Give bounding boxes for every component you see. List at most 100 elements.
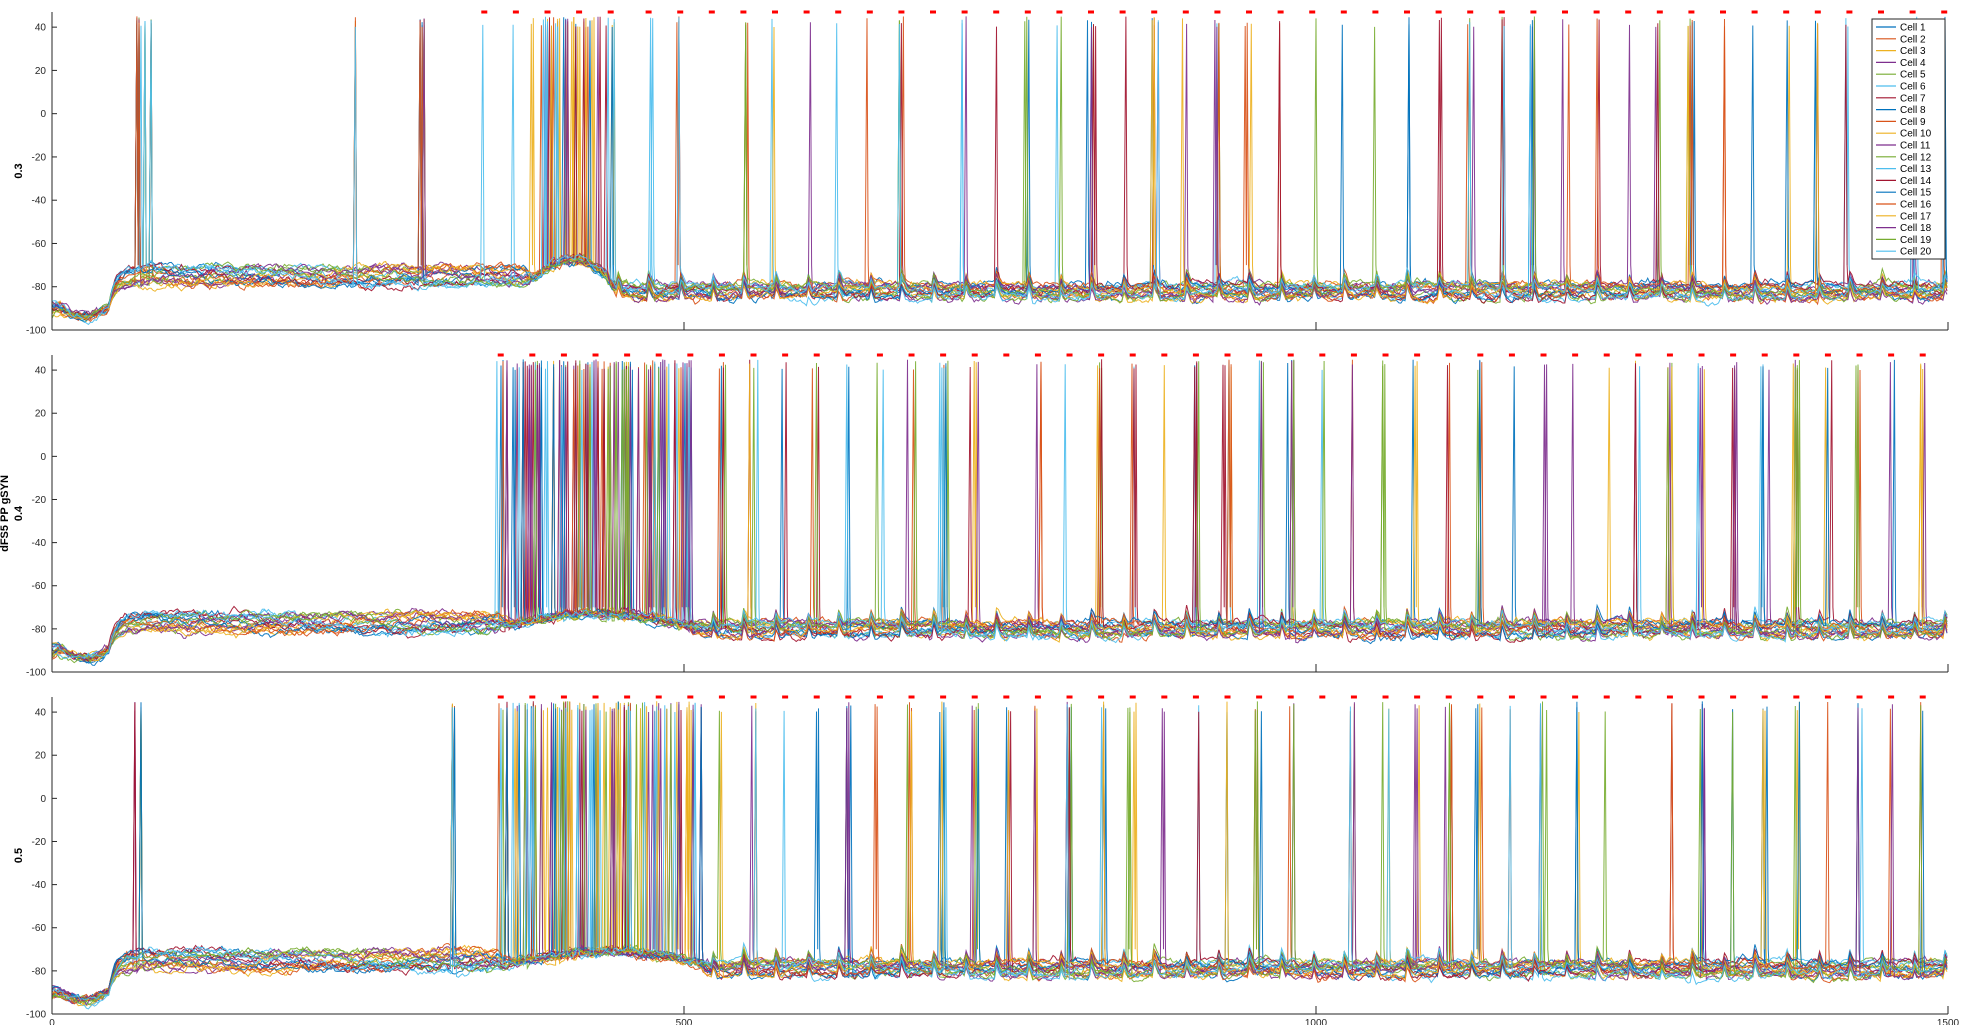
trace-cell-13	[51, 702, 1948, 1006]
trace-cell-14	[51, 359, 1948, 662]
traces	[51, 701, 1948, 1010]
y-tick: -40	[32, 196, 57, 207]
axes: -100 -80 -60 -40 -20 0 20 40 0 500 1000 1500	[26, 697, 1960, 1025]
y-tick: -100	[26, 1010, 57, 1021]
y-tick-label: -100	[26, 1010, 46, 1021]
y-tick-label: 20	[35, 409, 47, 420]
y-tick-label: 20	[35, 751, 47, 762]
y-tick-label: -20	[32, 495, 47, 506]
traces	[51, 16, 1948, 326]
legend-entry: Cell 19	[1900, 235, 1932, 246]
y-tick: -100	[26, 668, 57, 679]
x-tick-label: 500	[676, 1018, 693, 1025]
panel-3: -100 -80 -60 -40 -20 0 20 40 0 500 1000 1500 0.5	[13, 695, 1960, 1025]
y-tick: 0	[40, 794, 57, 805]
x-tick-label: 1000	[1305, 1018, 1328, 1025]
y-tick-label: 40	[35, 708, 47, 719]
trace-cell-19	[51, 359, 1948, 664]
y-tick-label: -20	[32, 837, 47, 848]
trace-cell-15	[51, 359, 1948, 664]
legend-entry: Cell 12	[1900, 152, 1932, 163]
trace-cell-17	[51, 361, 1948, 662]
legend-entry: Cell 8	[1900, 105, 1926, 116]
legend-entry: Cell 6	[1900, 82, 1926, 93]
y-tick: -80	[32, 966, 57, 977]
legend-box	[1871, 18, 1946, 260]
trace-cell-18	[51, 701, 1948, 1006]
legend-entry: Cell 11	[1900, 141, 1931, 152]
y-tick-label: -20	[32, 152, 47, 163]
y-tick: 0	[40, 452, 57, 463]
y-tick: -20	[32, 495, 57, 506]
y-tick-label: -60	[32, 581, 47, 592]
panel-ylabel: 0.4	[13, 505, 25, 521]
y-tick-label: -40	[32, 880, 47, 891]
legend-entry: Cell 9	[1900, 117, 1926, 128]
x-tick: 1500	[1937, 1006, 1960, 1025]
y-tick: 40	[35, 708, 57, 719]
y-tick-label: -60	[32, 923, 47, 934]
x-tick: 500	[676, 1006, 693, 1025]
trace-cell-18	[51, 16, 1948, 316]
legend-entry: Cell 4	[1900, 58, 1926, 69]
panel-ylabel: 0.3	[13, 163, 25, 178]
y-tick: -60	[32, 923, 57, 934]
y-tick: 40	[35, 366, 57, 377]
y-tick: -60	[32, 581, 57, 592]
y-tick-label: -40	[32, 196, 47, 207]
legend-entry: Cell 5	[1900, 70, 1926, 81]
axes: -100 -80 -60 -40 -20 0 20 40	[26, 12, 1949, 337]
y-tick: -80	[32, 282, 57, 293]
trace-cell-20	[51, 702, 1948, 1001]
y-tick: 20	[35, 66, 57, 77]
y-tick-label: 40	[35, 23, 47, 34]
y-tick: 40	[35, 23, 57, 34]
legend-entry: Cell 7	[1900, 93, 1926, 104]
y-tick: -20	[32, 837, 57, 848]
trace-cell-17	[51, 701, 1948, 1004]
y-tick-label: -100	[26, 668, 46, 679]
legend-entry: Cell 10	[1900, 129, 1932, 140]
legend-entry: Cell 13	[1900, 164, 1932, 175]
y-tick-label: -80	[32, 624, 47, 635]
y-tick-label: -80	[32, 966, 47, 977]
y-tick: -40	[32, 538, 57, 549]
y-tick-label: -80	[32, 282, 47, 293]
y-tick: -100	[26, 326, 57, 337]
trace-cell-15	[51, 701, 1948, 1002]
y-tick-label: 0	[40, 109, 46, 120]
traces	[51, 359, 1948, 666]
legend-entry: Cell 20	[1900, 247, 1932, 258]
panel-2: -100 -80 -60 -40 -20 0 20 40 0.4	[13, 353, 1949, 679]
legend-entry: Cell 14	[1900, 176, 1932, 187]
x-tick-label: 1500	[1937, 1018, 1960, 1025]
y-tick: 20	[35, 751, 57, 762]
y-tick: 0	[40, 109, 57, 120]
legend-entry: Cell 18	[1900, 223, 1932, 234]
x-tick: 1000	[1305, 1006, 1328, 1025]
trace-cell-20	[51, 362, 1948, 659]
y-tick-label: 0	[40, 794, 46, 805]
legend-entry: Cell 15	[1900, 188, 1932, 199]
legend-entry: Cell 2	[1900, 34, 1926, 45]
y-tick: -60	[32, 239, 57, 250]
x-tick-label: 0	[49, 1018, 55, 1025]
trace-cell-19	[51, 701, 1948, 1005]
legend-entry: Cell 1	[1900, 23, 1926, 34]
trace-cell-16	[51, 16, 1948, 323]
panel-ylabel: 0.5	[13, 848, 25, 863]
axes: -100 -80 -60 -40 -20 0 20 40	[26, 355, 1949, 679]
y-tick: -40	[32, 880, 57, 891]
y-tick-label: -40	[32, 538, 47, 549]
trace-cell-20	[51, 16, 1948, 326]
y-tick: -80	[32, 624, 57, 635]
y-tick: 20	[35, 409, 57, 420]
y-tick-label: 0	[40, 452, 46, 463]
shared-ylabel: dFS5 PP gSYN	[0, 475, 11, 552]
legend-entry: Cell 3	[1900, 46, 1926, 57]
legend-entry: Cell 16	[1900, 200, 1932, 211]
y-tick-label: -60	[32, 239, 47, 250]
